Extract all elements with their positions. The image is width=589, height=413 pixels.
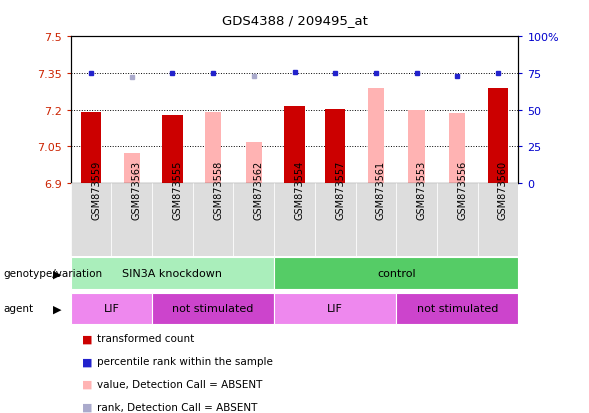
Bar (274, 184, 315, 256)
Bar (152, 184, 193, 256)
Text: GSM873553: GSM873553 (416, 160, 426, 219)
Text: percentile rank within the sample: percentile rank within the sample (97, 356, 273, 366)
Text: GSM873562: GSM873562 (254, 160, 264, 219)
Text: GSM873558: GSM873558 (213, 160, 223, 219)
Bar (71, 258, 274, 290)
Text: rank, Detection Call = ABSENT: rank, Detection Call = ABSENT (97, 402, 257, 412)
Text: transformed count: transformed count (97, 334, 194, 344)
Bar (233, 184, 274, 256)
Text: value, Detection Call = ABSENT: value, Detection Call = ABSENT (97, 379, 263, 389)
Bar (124, 153, 140, 184)
Text: ■: ■ (82, 379, 93, 389)
Text: ▶: ▶ (54, 268, 62, 279)
Text: GSM873561: GSM873561 (376, 160, 386, 219)
Bar (437, 184, 478, 256)
Bar (488, 88, 508, 184)
Bar (368, 88, 384, 184)
Bar (449, 114, 465, 184)
Text: control: control (377, 268, 416, 279)
Text: ▶: ▶ (54, 304, 62, 314)
Text: ■: ■ (82, 334, 93, 344)
Text: GSM873563: GSM873563 (132, 160, 142, 219)
Bar (81, 113, 101, 184)
Text: not stimulated: not stimulated (416, 304, 498, 314)
Bar (325, 109, 345, 184)
Text: LIF: LIF (104, 304, 120, 314)
Text: GSM873557: GSM873557 (335, 160, 345, 219)
Text: GDS4388 / 209495_at: GDS4388 / 209495_at (221, 14, 368, 27)
Bar (274, 258, 518, 290)
Bar (478, 184, 518, 256)
Bar (162, 115, 183, 184)
Text: not stimulated: not stimulated (173, 304, 254, 314)
Bar (193, 184, 233, 256)
Text: LIF: LIF (327, 304, 343, 314)
Bar (111, 184, 152, 256)
Text: GSM873560: GSM873560 (498, 160, 508, 219)
Text: ■: ■ (82, 356, 93, 366)
Bar (356, 184, 396, 256)
Text: GSM873555: GSM873555 (173, 160, 183, 219)
Text: genotype/variation: genotype/variation (3, 268, 102, 279)
Bar (408, 110, 425, 184)
Text: ■: ■ (82, 402, 93, 412)
Bar (152, 293, 274, 325)
Bar (396, 293, 518, 325)
Bar (205, 113, 221, 184)
Bar (274, 293, 396, 325)
Bar (246, 142, 262, 184)
Bar (315, 184, 356, 256)
Text: GSM873554: GSM873554 (294, 160, 305, 219)
Bar (396, 184, 437, 256)
Bar (71, 293, 152, 325)
Text: GSM873556: GSM873556 (457, 160, 467, 219)
Text: GSM873559: GSM873559 (91, 160, 101, 219)
Bar (71, 184, 111, 256)
Text: agent: agent (3, 304, 33, 314)
Bar (284, 107, 305, 184)
Text: SIN3A knockdown: SIN3A knockdown (123, 268, 223, 279)
